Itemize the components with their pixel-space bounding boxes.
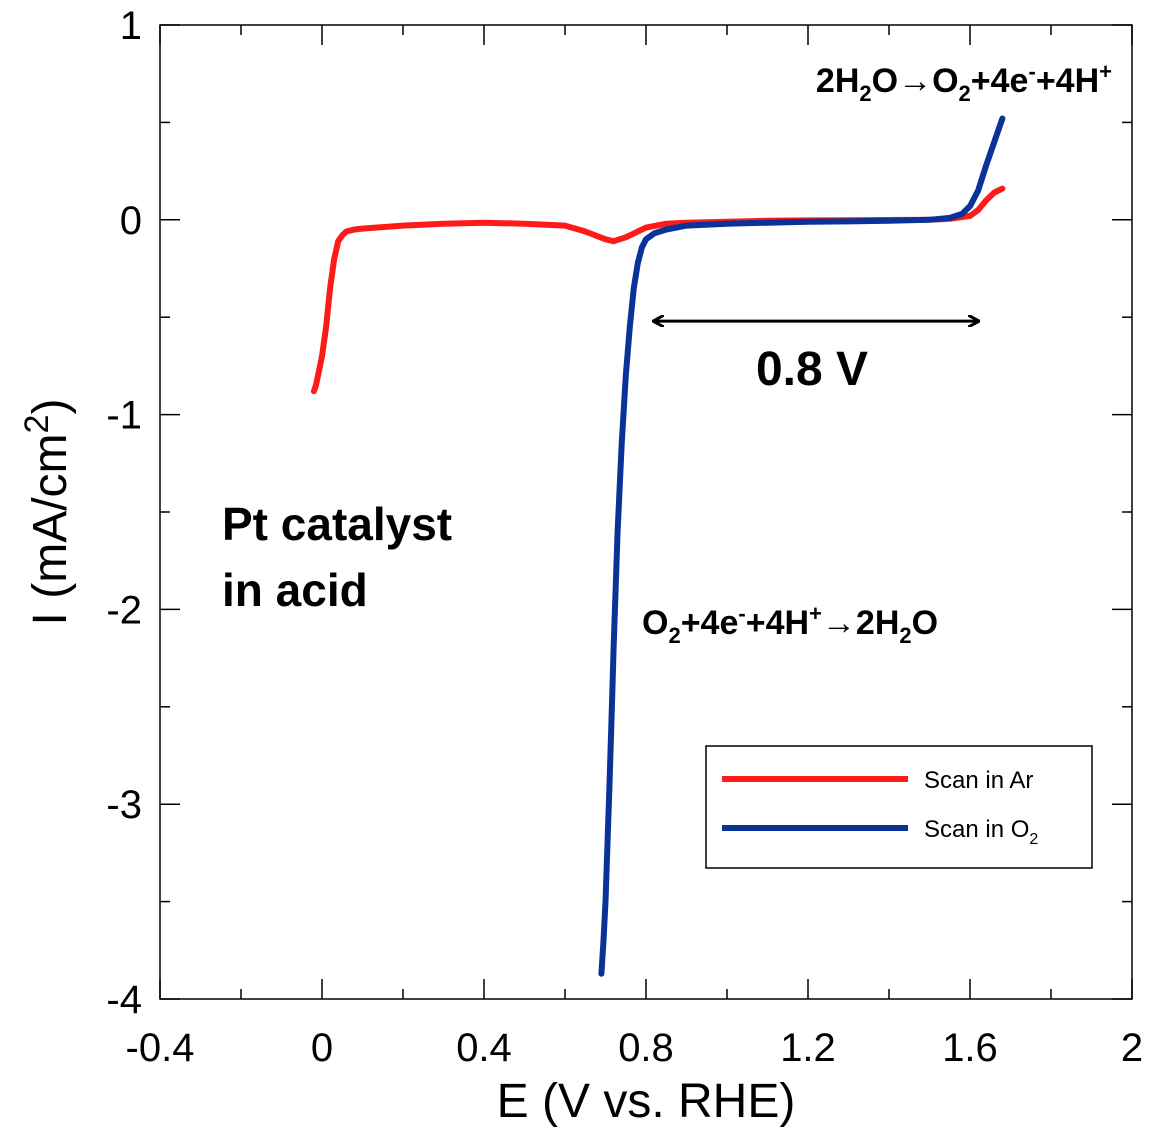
legend-label-o2: Scan in O2 <box>924 816 1038 848</box>
x-tick-label: 1.6 <box>942 1026 998 1070</box>
orr-equation: O2+4e-+4H+→2H2O <box>642 601 938 648</box>
gap-label: 0.8 V <box>756 343 868 396</box>
legend-label-ar: Scan in Ar <box>924 767 1033 794</box>
x-tick-label: 0.4 <box>456 1026 512 1070</box>
y-tick-label: -1 <box>106 394 142 438</box>
legend-box <box>705 745 1093 869</box>
legend: Scan in Ar Scan in O2 <box>705 745 1093 869</box>
axis-ticks <box>159 24 1133 1000</box>
series-line-1 <box>598 115 1006 977</box>
x-tick-label: 0 <box>311 1026 333 1070</box>
x-axis-label: E (V vs. RHE) <box>497 1075 796 1128</box>
oer-equation: 2H2O→O2+4e-+4H+ <box>816 59 1112 106</box>
gap-annotation: 0.8 V <box>654 321 978 396</box>
series-lines <box>310 115 1006 977</box>
y-tick-label: 1 <box>120 4 142 48</box>
x-tick-label: 1.2 <box>780 1026 836 1070</box>
y-tick-label: -2 <box>106 588 142 632</box>
tick-labels: -0.4 0 0.4 0.8 1.2 1.6 2 -4 -3 -2 -1 0 1 <box>106 4 1143 1070</box>
y-tick-label: -3 <box>106 783 142 827</box>
catalyst-label-line2: in acid <box>222 564 368 616</box>
y-tick-label: -4 <box>106 978 142 1022</box>
x-tick-label: 2 <box>1121 1026 1143 1070</box>
x-tick-label: -0.4 <box>126 1026 195 1070</box>
catalyst-label-line1: Pt catalyst <box>222 498 452 550</box>
x-tick-label: 0.8 <box>618 1026 674 1070</box>
y-tick-label: 0 <box>120 199 142 243</box>
y-axis-label: I (mA/cm2) <box>18 399 77 626</box>
